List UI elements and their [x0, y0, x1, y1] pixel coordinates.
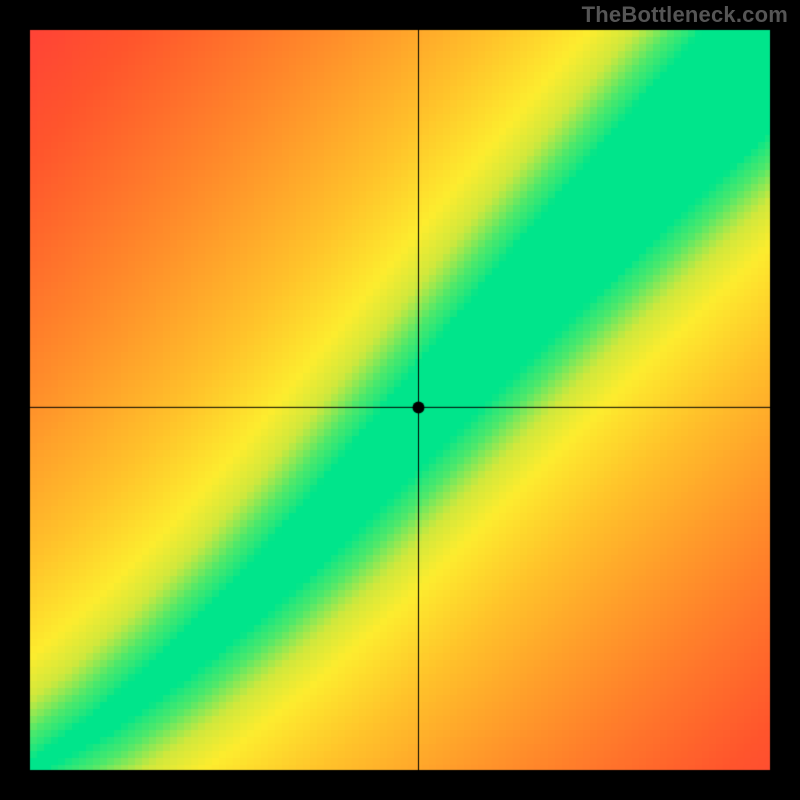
- figure-container: TheBottleneck.com: [0, 0, 800, 800]
- watermark-text: TheBottleneck.com: [582, 2, 788, 28]
- heatmap-canvas: [0, 0, 800, 800]
